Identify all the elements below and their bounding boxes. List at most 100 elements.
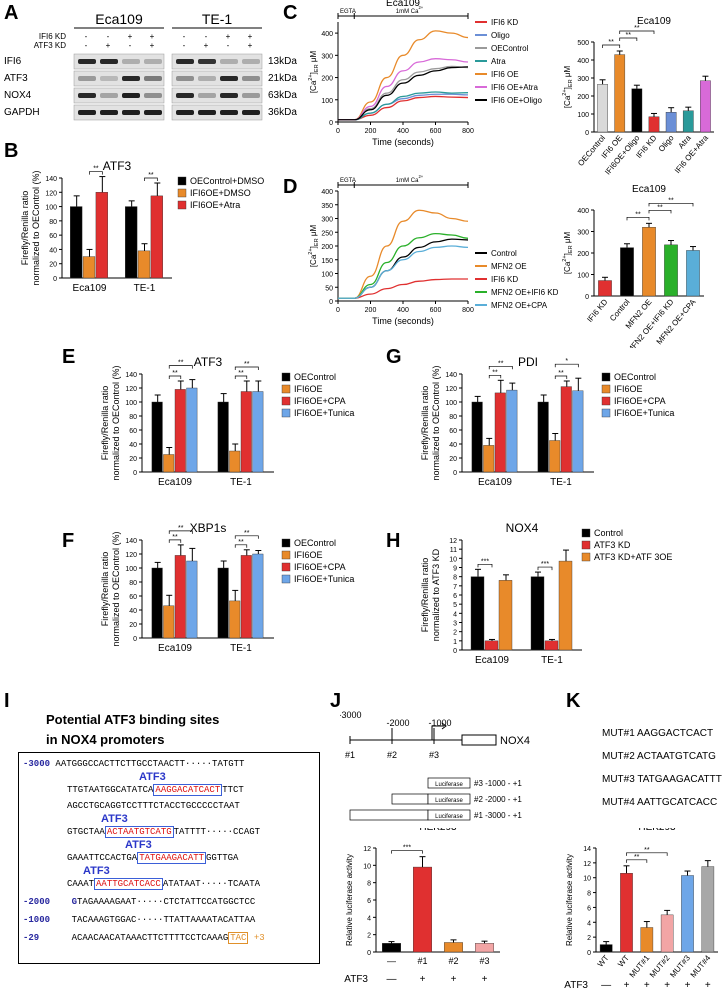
- y-tick-label: 100: [125, 400, 137, 407]
- blot-band: [100, 110, 118, 115]
- luciferase-box: [427, 809, 471, 821]
- y-tick-label: 140: [125, 538, 137, 545]
- significance-bracket: [619, 30, 655, 34]
- y-tick-label: 100: [445, 400, 457, 407]
- luciferase-label: Luciferase: [435, 782, 463, 788]
- panel-letter-a: A: [4, 2, 19, 24]
- x-tick-label: #2: [448, 956, 458, 966]
- y-tick-label: 120: [445, 386, 457, 393]
- blot-band: [78, 93, 96, 98]
- position-label: -3000: [340, 710, 362, 720]
- bar: [217, 401, 229, 473]
- bar: [163, 605, 175, 639]
- legend-label: IFI6OE: [294, 384, 323, 394]
- significance-bracket: [619, 37, 638, 41]
- legend-label: IFI6OE+Tunica: [294, 408, 354, 418]
- x-tick-label: 200: [365, 307, 377, 314]
- blot-band: [78, 59, 96, 64]
- blot-band: [100, 93, 118, 98]
- significance-label: **: [644, 847, 650, 854]
- bar: [82, 256, 96, 279]
- blot-strip: [73, 104, 165, 121]
- bar: [682, 110, 694, 133]
- y-tick-label: 20: [129, 622, 137, 629]
- chart-title: Eca109: [386, 0, 420, 9]
- significance-bracket: [144, 177, 158, 181]
- atf3-mark: —: [601, 980, 611, 991]
- bar: [620, 873, 633, 953]
- atf3-row-label: ATF3: [564, 980, 588, 991]
- x-tick-label: MUT#1: [628, 953, 652, 979]
- y-tick-label: 140: [125, 372, 137, 379]
- luciferase-box: [427, 777, 471, 789]
- x-tick-label: 0: [336, 307, 340, 314]
- significance-bracket: [89, 171, 103, 175]
- y-tick-label: 400: [577, 208, 589, 215]
- legend-label: IFI6 KD: [491, 18, 518, 27]
- chart-k-bar: HEK293 0 2 4 6 8 10 12 14 Relative luciferase act…: [564, 828, 718, 991]
- blot-protein-label: ATF3: [4, 73, 28, 84]
- legend-swatch: [601, 408, 611, 418]
- blot-kda-label: 13kDa: [268, 56, 297, 67]
- significance-label: **: [626, 32, 632, 39]
- site-label: #2: [387, 750, 397, 760]
- y-tick-label: 11: [450, 547, 457, 554]
- bar: [701, 866, 715, 953]
- y-tick-label: 14: [583, 846, 591, 853]
- blot-protein-label: NOX4: [4, 90, 32, 101]
- y-tick-label: 120: [125, 386, 137, 393]
- bar: [665, 111, 677, 133]
- y-tick-label: 0: [585, 130, 589, 137]
- row1-mark: -: [85, 32, 88, 41]
- series-line: [337, 238, 469, 299]
- chart-title: HEK293: [638, 828, 676, 833]
- legend-label: MFN2 OE+IFI6 KD: [491, 288, 559, 297]
- x-tick-label: #1: [417, 956, 427, 966]
- blot-kda-label: 21kDa: [268, 73, 297, 84]
- y-tick-label: 60: [449, 428, 457, 435]
- y-tick-label: 120: [45, 190, 57, 197]
- y-tick-label: 150: [321, 258, 333, 265]
- mutant-3: MUT#3 TATGAAGACATTT: [602, 774, 722, 785]
- blot-band: [242, 59, 260, 64]
- y-tick-label: 400: [321, 31, 333, 38]
- y-axis-label: Relative luciferase activity: [565, 854, 574, 946]
- significance-bracket: [477, 563, 493, 568]
- y-axis-label: Firefly/Renilla ratio: [20, 191, 30, 266]
- y-tick-label: 40: [49, 247, 57, 254]
- y-tick-label: 200: [577, 251, 589, 258]
- y-tick-label: 400: [577, 58, 589, 65]
- significance-label: **: [172, 370, 178, 377]
- atf3-site-label-3: ATF3: [125, 839, 152, 851]
- blot-band: [198, 59, 216, 64]
- significance-bracket: [168, 375, 182, 379]
- legend-label: Atra: [491, 57, 506, 66]
- blot-band: [100, 76, 118, 81]
- bar: [229, 600, 241, 639]
- atf3-mark: +: [685, 980, 691, 991]
- y-axis-label: normalized to OEControl (%): [111, 531, 121, 646]
- y-tick-label: 0: [133, 470, 137, 477]
- promoter-construct-map: -3000 -2000 -1000 #1 #2 #3 NOX4 Luciferase #3 -1…: [340, 710, 530, 821]
- significance-bracket: [648, 209, 672, 214]
- y-tick-label: 0: [53, 276, 57, 283]
- y-tick-label: 8: [587, 891, 591, 898]
- y-tick-label: 300: [577, 76, 589, 83]
- panel-i-title: Potential ATF3 binding sites: [46, 712, 220, 727]
- bar: [560, 386, 572, 473]
- legend-label: IFI6 KD: [491, 275, 518, 284]
- significance-bracket: [626, 216, 650, 221]
- significance-label: **: [93, 166, 99, 173]
- legend-label: IFI6OE+CPA: [294, 396, 346, 406]
- legend-label: OEControl: [294, 372, 336, 382]
- blot-band: [242, 76, 260, 81]
- x-tick-label: Eca109: [73, 283, 107, 294]
- row1-mark: +: [128, 32, 133, 41]
- blot-band: [220, 59, 238, 64]
- bar: [471, 401, 483, 473]
- series-line: [337, 209, 469, 299]
- bar: [252, 553, 264, 639]
- gene-label: NOX4: [500, 735, 530, 747]
- x-tick-label: MUT#3: [668, 953, 692, 979]
- bar: [599, 944, 613, 953]
